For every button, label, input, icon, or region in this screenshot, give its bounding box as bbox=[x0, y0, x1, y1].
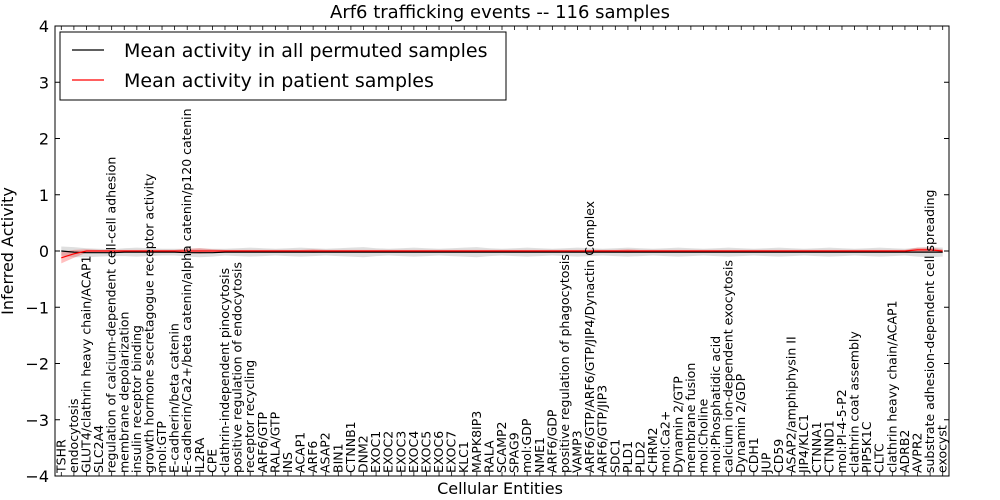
x-category-label: mol:GTP bbox=[154, 421, 169, 473]
x-category-label: SCAMP2 bbox=[494, 422, 509, 474]
x-category-label: CD59 bbox=[771, 439, 786, 473]
x-category-label: INS bbox=[280, 452, 295, 473]
x-category-label: calcium ion-dependent exocytosis bbox=[721, 260, 736, 473]
y-tick-label: 4 bbox=[39, 17, 49, 36]
x-category-label: GLUT4/clathrin heavy chain/ACAP1 bbox=[78, 255, 93, 473]
x-category-label: positive regulation of phagocytosis bbox=[557, 254, 572, 473]
legend-label-permuted: Mean activity in all permuted samples bbox=[124, 40, 487, 62]
x-category-label: EXOC4 bbox=[406, 431, 421, 473]
x-category-label: BIN1 bbox=[330, 443, 345, 473]
x-category-label: EXOC7 bbox=[444, 431, 459, 473]
x-category-label: RALA/GTP bbox=[267, 411, 282, 473]
x-category-label: positive regulation of endocytosis bbox=[230, 262, 245, 473]
x-category-label: PLD2 bbox=[633, 441, 648, 473]
y-tick-label: −4 bbox=[25, 467, 49, 486]
x-category-label: growth hormone secretagogue receptor act… bbox=[141, 173, 156, 473]
y-tick-label: 0 bbox=[39, 242, 49, 261]
legend-box bbox=[59, 31, 507, 101]
x-category-label: Dynamin 2/GDP bbox=[733, 373, 748, 473]
x-category-label: ARF6/GTP/JIP3 bbox=[595, 385, 610, 473]
x-category-label: EXOC3 bbox=[393, 431, 408, 473]
x-category-label: CDH1 bbox=[746, 437, 761, 473]
x-category-label: NME1 bbox=[532, 437, 547, 473]
x-category-label: JIP4/KLC1 bbox=[796, 414, 811, 474]
x-category-label: ASAP2 bbox=[318, 432, 333, 473]
x-category-label: VAMP3 bbox=[570, 430, 585, 473]
x-category-label: KLC1 bbox=[456, 441, 471, 473]
x-category-label: E-cadherin/Ca2+/beta catenin/alpha caten… bbox=[179, 108, 194, 473]
y-tick-label: −1 bbox=[25, 298, 49, 317]
series-line-permuted bbox=[61, 250, 943, 254]
x-category-label: substrate adhesion-dependent cell spread… bbox=[922, 190, 937, 473]
x-category-label: SDC1 bbox=[607, 439, 622, 473]
x-category-label: SLC2A4 bbox=[91, 425, 106, 473]
x-category-label: MAPK8IP3 bbox=[469, 411, 484, 473]
x-category-label: ADRB2 bbox=[897, 430, 912, 473]
y-tick-label: −2 bbox=[25, 355, 49, 374]
x-category-label: clathrin-independent pinocytosis bbox=[217, 268, 232, 473]
x-category-label: ASAP2/amphiphysin II bbox=[784, 336, 799, 473]
x-category-label: EXOC6 bbox=[431, 431, 446, 473]
x-category-label: ARF6 bbox=[305, 441, 320, 473]
y-axis-label: Inferred Activity bbox=[0, 187, 17, 315]
x-category-label: DNM2 bbox=[355, 435, 370, 473]
plot-area bbox=[54, 25, 950, 477]
x-category-label: EXOC1 bbox=[368, 431, 383, 473]
x-category-label: ACAP1 bbox=[293, 432, 308, 473]
legend-label-patient: Mean activity in patient samples bbox=[124, 70, 434, 92]
x-category-label: receptor recycling bbox=[242, 360, 257, 473]
x-category-label: mol:Phosphatidic acid bbox=[708, 336, 723, 473]
y-tick-label: −3 bbox=[25, 411, 49, 430]
x-category-label: mol:Ca2+ bbox=[658, 411, 673, 473]
x-category-label: PIP5K1C bbox=[859, 421, 874, 473]
x-category-label: Dynamin 2/GTP bbox=[670, 376, 685, 473]
x-category-label: mol:Choline bbox=[695, 398, 710, 473]
x-category-label: PLD1 bbox=[620, 441, 635, 473]
x-category-label: RALA bbox=[481, 440, 496, 473]
x-category-label: ARF6/GTP bbox=[255, 412, 270, 473]
x-category-label: AVPR2 bbox=[910, 433, 925, 473]
x-category-label: CTNNA1 bbox=[809, 421, 824, 473]
x-category-label: CHRM2 bbox=[645, 427, 660, 473]
x-category-label: membrane fusion bbox=[683, 363, 698, 473]
x-category-label: mol:PI-4-5-P2 bbox=[834, 389, 849, 473]
y-tick-label: 3 bbox=[39, 73, 49, 92]
x-category-label: mol:GDP bbox=[519, 418, 534, 473]
x-category-label: clathrin coat assembly bbox=[847, 331, 862, 473]
x-category-label: insulin receptor binding bbox=[129, 325, 144, 473]
x-axis-label: Cellular Entities bbox=[437, 479, 563, 498]
x-category-label: E-cadherin/beta catenin bbox=[167, 323, 182, 473]
x-category-label: ARF6/GDP bbox=[544, 409, 559, 473]
x-category-label: CPE bbox=[204, 449, 219, 473]
chart-title: Arf6 trafficking events -- 116 samples bbox=[330, 2, 670, 23]
x-category-label: CTNND1 bbox=[821, 420, 836, 473]
x-category-label: TSHR bbox=[53, 439, 68, 474]
series-line-patient bbox=[61, 249, 943, 259]
x-axis bbox=[60, 26, 944, 476]
x-category-label: JUP bbox=[758, 452, 773, 474]
x-category-label: IL2RA bbox=[192, 437, 207, 473]
x-category-label: regulation of calcium-dependent cell-cel… bbox=[104, 157, 119, 473]
y-tick-label: 2 bbox=[39, 130, 49, 149]
y-axis: 4 3 2 1 0 −1 −2 −3 −4 bbox=[25, 17, 949, 486]
series-lines bbox=[61, 249, 943, 259]
legend: Mean activity in all permuted samples Me… bbox=[59, 31, 507, 101]
x-category-label: exocyst bbox=[935, 425, 950, 473]
x-category-label: SPAG9 bbox=[507, 432, 522, 473]
x-category-label: endocytosis bbox=[66, 398, 81, 473]
x-category-label: ARF6/GTP/ARF6/GTP/JIP4/Dynactin Complex bbox=[582, 201, 597, 473]
x-category-label: EXOC5 bbox=[418, 431, 433, 473]
x-category-label: CLTC bbox=[872, 443, 887, 473]
x-category-label: EXOC2 bbox=[381, 431, 396, 473]
x-category-label: CTNNB1 bbox=[343, 421, 358, 473]
y-tick-label: 1 bbox=[39, 186, 49, 205]
x-category-label: clathrin heavy chain/ACAP1 bbox=[884, 300, 899, 473]
x-category-label: membrane depolarization bbox=[116, 312, 131, 473]
